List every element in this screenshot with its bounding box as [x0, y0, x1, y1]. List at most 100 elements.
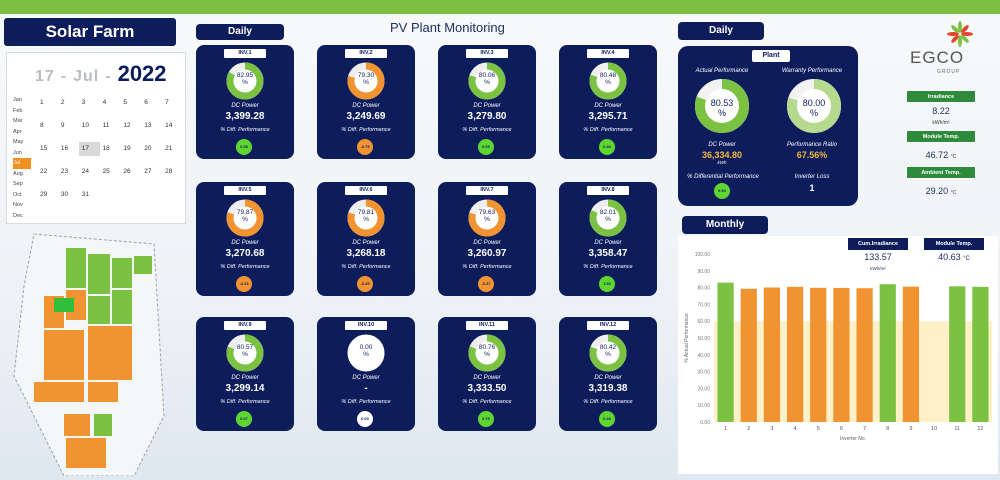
inverter-label: INV.3: [466, 49, 508, 58]
calendar-day-cell[interactable]: 10: [81, 122, 89, 129]
inverter-card[interactable]: INV.3 80.06% DC Power 3,279.80 % Diff. Perfo…: [438, 45, 536, 159]
calendar-month-item[interactable]: Jul: [13, 158, 31, 169]
inverter-performance-ring: [347, 334, 385, 372]
inverter-card[interactable]: INV.8 82.01% DC Power 3,358.47 % Diff. Perfo…: [559, 182, 657, 296]
calendar-day-cell[interactable]: 12: [123, 122, 131, 129]
inverter-card[interactable]: INV.6 79.81% DC Power 3,268.18 % Diff. Perfo…: [317, 182, 415, 296]
calendar-month-item[interactable]: Jun: [13, 149, 22, 156]
calendar-day-cell[interactable]: 26: [123, 168, 131, 175]
calendar-day-cell[interactable]: 20: [144, 145, 152, 152]
y-tick-label: 0.00: [700, 420, 710, 426]
calendar-day-grid: 1 2 3 4 5 6 7 8 9 10 11 12 13 14 15 16 17 18 19 20 21 22 23 24 2…: [37, 96, 183, 202]
calendar-day-cell[interactable]: 25: [102, 168, 110, 175]
calendar-day-cell[interactable]: 4: [102, 99, 107, 106]
calendar-day-cell[interactable]: 24: [81, 168, 89, 175]
calendar-day-cell[interactable]: 9: [60, 122, 65, 129]
inverter-performance-ring: [468, 334, 506, 372]
solar-farm-map: [13, 233, 165, 476]
inverter-card[interactable]: INV.1 82.95% DC Power 3,399.28 % Diff. Perfo…: [196, 45, 294, 159]
diff-performance-label: % Differential Performance: [687, 174, 759, 180]
plant-daily-tab[interactable]: Daily: [678, 22, 764, 40]
calendar-month-item[interactable]: Mar: [13, 118, 23, 124]
inverter-card[interactable]: INV.2 79.30% DC Power 3,249.69 % Diff. Perfo…: [317, 45, 415, 159]
calendar-month-item[interactable]: Dec: [13, 212, 23, 219]
calendar-day-cell[interactable]: 2: [60, 99, 65, 106]
module-temp-label: Module Temp.: [906, 130, 976, 143]
calendar-day-cell[interactable]: 23: [60, 168, 69, 175]
calendar-day-cell[interactable]: 28: [165, 168, 173, 175]
calendar-day-cell[interactable]: 31: [81, 191, 89, 198]
brand-name: EGCO: [910, 48, 965, 67]
warranty-performance-ring: [787, 79, 841, 133]
calendar-month: Jul: [73, 68, 100, 85]
inverter-card[interactable]: INV.12 80.42% DC Power 3,319.38 % Diff. Perf…: [559, 317, 657, 431]
calendar-month-item[interactable]: Oct: [13, 191, 22, 198]
inverter-card[interactable]: INV.4 80.48% DC Power 3,295.71 % Diff. Perfo…: [559, 45, 657, 159]
dc-power-value: 3,249.69: [346, 111, 386, 122]
x-tick-label: 12: [977, 426, 983, 432]
inverter-performance-ring: [468, 62, 506, 100]
calendar-month-item[interactable]: Feb: [13, 107, 23, 114]
daily-tab[interactable]: Daily: [196, 24, 284, 40]
diff-performance-dot: -0.26: [357, 276, 373, 292]
calendar-day-cell[interactable]: 22: [40, 168, 48, 175]
calendar-month-item[interactable]: Nov: [13, 202, 23, 208]
diff-performance-dot: -0.37: [478, 276, 494, 292]
dc-power-value: 3,270.68: [225, 248, 265, 259]
calendar-day-cell[interactable]: 17: [78, 142, 100, 156]
calendar-day-cell[interactable]: 5: [123, 99, 128, 106]
calendar-month-item[interactable]: May: [13, 139, 24, 145]
calendar-day-cell[interactable]: 13: [144, 122, 152, 129]
monthly-tab[interactable]: Monthly: [682, 216, 768, 234]
dc-power-label: DC Power: [594, 240, 622, 246]
calendar-day-cell[interactable]: 6: [144, 99, 148, 106]
calendar-year: 2022: [117, 61, 167, 86]
dc-power-unit: kWh: [717, 160, 727, 165]
diff-performance-dot: -0.19: [236, 276, 252, 292]
performance-ratio-value: 67.56%: [796, 150, 828, 160]
inverter-performance-value: 80.06%: [478, 72, 496, 86]
inverter-card[interactable]: INV.10 0.00% DC Power - % Diff. Performance 0…: [317, 317, 415, 431]
calendar-day-cell[interactable]: 18: [102, 145, 110, 152]
calendar-day-cell[interactable]: 11: [102, 122, 110, 129]
calendar-day-cell[interactable]: 1: [40, 99, 44, 106]
calendar-day-cell[interactable]: 7: [165, 99, 169, 106]
dc-power-label: DC Power: [594, 375, 622, 381]
calendar-day-cell[interactable]: 15: [40, 145, 48, 152]
cum-irradiance-label: Cum.Irradiance: [848, 238, 908, 250]
inverter-card[interactable]: INV.5 79.87% DC Power 3,270.68 % Diff. Perfo…: [196, 182, 294, 296]
calendar-day: 17: [35, 68, 55, 85]
inverter-loss-label: Inverter Loss: [794, 174, 830, 180]
calendar[interactable]: 17- Jul -2022 Jan Feb Mar Apr May Jun Jul Aug Sep O…: [6, 52, 186, 224]
performance-bar-chart: 0.00 10.00 20.00 30.00 40.00 50.00 60.00 70.00 8…: [684, 252, 992, 442]
inverter-card[interactable]: INV.9 80.57% DC Power 3,299.14 % Diff. Perfo…: [196, 317, 294, 431]
calendar-month-item[interactable]: Apr: [13, 128, 22, 135]
inverter-card[interactable]: INV.11 80.76% DC Power 3,333.50 % Diff. Perf…: [438, 317, 536, 431]
plant-panel: Plant Actual Performance Warranty Perfor…: [678, 46, 858, 206]
calendar-day-cell[interactable]: 21: [165, 145, 173, 152]
calendar-day-cell[interactable]: 8: [40, 122, 44, 129]
calendar-day-cell[interactable]: 29: [40, 191, 48, 198]
calendar-day-cell[interactable]: 19: [123, 145, 131, 152]
dc-power-value: 3,319.38: [588, 383, 628, 394]
inverter-card[interactable]: INV.7 79.63% DC Power 3,260.97 % Diff. Perfo…: [438, 182, 536, 296]
inverter-performance-value: 79.63%: [478, 209, 496, 223]
irradiance-value: 8.22 kWh/m²: [932, 106, 950, 126]
monthly-module-temp-label: Module Temp.: [924, 238, 984, 250]
monthly-module-temp-value: 40.63 °C: [938, 252, 970, 262]
calendar-month-item[interactable]: Sep: [13, 181, 23, 187]
dc-power-label: DC Power: [594, 103, 622, 109]
calendar-day-cell[interactable]: 27: [144, 168, 152, 175]
calendar-day-cell[interactable]: 3: [81, 99, 86, 106]
calendar-day-cell[interactable]: 16: [60, 145, 69, 152]
calendar-day-cell[interactable]: 30: [60, 191, 69, 198]
diff-performance-dot: 0.40: [599, 139, 615, 155]
inverter-performance-value: 79.81%: [357, 209, 375, 223]
calendar-month-item[interactable]: Aug: [13, 170, 23, 177]
actual-performance-label: Actual Performance: [695, 68, 749, 74]
diff-performance-dot: 0.00: [357, 411, 373, 427]
calendar-month-item[interactable]: Jan: [13, 97, 22, 103]
calendar-day-cell[interactable]: 14: [165, 122, 173, 129]
bar: [810, 287, 827, 422]
inverter-performance-ring: [468, 199, 506, 237]
